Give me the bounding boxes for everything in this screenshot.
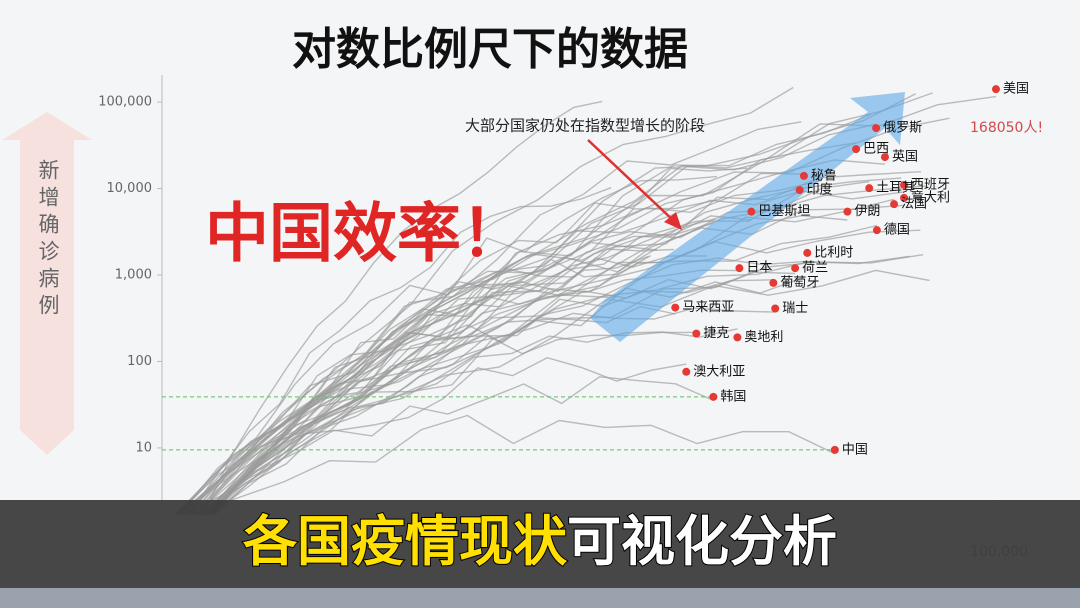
trajectory: [196, 86, 794, 516]
trajectory: [181, 376, 714, 516]
y-label-arrow: [2, 112, 92, 455]
point: [709, 392, 718, 401]
point: [830, 445, 839, 454]
point-label: 英国: [892, 150, 918, 165]
trajectory: [179, 175, 718, 516]
marks: 10 100 1,000 10,000 100,000 美国俄罗斯巴西英国西班牙土耳其意大…: [98, 82, 1029, 458]
point: [733, 333, 742, 342]
point: [682, 367, 691, 376]
point: [872, 226, 881, 235]
point: [799, 171, 808, 180]
point-label: 西班牙: [911, 177, 950, 192]
trajectory: [210, 123, 877, 516]
point: [900, 193, 909, 202]
point-label: 捷克: [703, 326, 729, 341]
chart-title: 对数比例尺下的数据: [292, 24, 688, 75]
point-label: 意大利: [911, 189, 950, 205]
point-label: 法国: [901, 197, 927, 212]
point-label: 巴基斯坦: [758, 204, 810, 219]
point-label: 奥地利: [744, 330, 783, 345]
point: [991, 85, 1000, 94]
annotation-arrow: [587, 139, 676, 223]
y-tick-label: 1,000: [115, 268, 152, 283]
point: [795, 186, 804, 195]
y-tick-label: 100,000: [98, 95, 152, 110]
trajectory: [177, 276, 806, 516]
point: [769, 278, 778, 287]
point-label: 秘鲁: [811, 168, 837, 183]
trajectory: [191, 414, 836, 516]
point: [872, 124, 881, 133]
trajectory: [195, 241, 657, 516]
point: [803, 248, 812, 257]
point: [692, 329, 701, 338]
point-label: 土耳其: [876, 181, 915, 196]
point-label: 中国: [842, 442, 868, 457]
y-tick-label: 10: [135, 440, 152, 455]
trajectory: [191, 121, 802, 516]
us-note: 168050人!: [970, 120, 1043, 136]
point-label: 荷兰: [802, 261, 828, 276]
point: [671, 303, 680, 312]
callout: 中国效率！: [205, 198, 525, 272]
banner-highlight: 各国疫情现状: [243, 510, 568, 573]
y-tick-label: 10,000: [107, 181, 153, 196]
point: [771, 304, 780, 313]
point: [747, 207, 756, 216]
point: [791, 264, 800, 273]
point-label: 巴西: [863, 142, 889, 157]
point-label: 德国: [884, 223, 910, 238]
trajectory: [199, 255, 910, 516]
y-tick-label: 100: [127, 354, 152, 369]
point: [735, 264, 744, 273]
point-label: 伊朗: [854, 204, 880, 219]
banner-text: 可视化分析: [567, 510, 837, 573]
point: [843, 207, 852, 216]
point-label: 美国: [1003, 82, 1029, 97]
banner-bg: [0, 500, 1080, 588]
trajectory: [201, 229, 921, 516]
point: [890, 200, 899, 209]
point-label: 印度: [807, 182, 833, 198]
point-label: 瑞士: [782, 301, 808, 316]
point-label: 日本: [746, 261, 772, 276]
point-label: 马来西亚: [682, 300, 734, 315]
point: [852, 145, 861, 154]
trajectory: [208, 92, 933, 516]
bottom-strip: [0, 588, 1080, 608]
point-label: 澳大利亚: [693, 363, 745, 379]
point: [865, 184, 874, 193]
point-label: 葡萄牙: [780, 275, 819, 290]
trajectory: [185, 255, 708, 516]
trajectory: [208, 179, 822, 516]
y-axis-label: 新增确诊病例: [36, 159, 60, 321]
point: [880, 153, 889, 162]
point: [900, 180, 909, 189]
trajectory: [199, 356, 687, 516]
trajectory: [202, 100, 603, 516]
point-label: 俄罗斯: [883, 121, 922, 136]
annotation: 大部分国家仍处在指数型增长的阶段: [465, 117, 705, 134]
point-label: 韩国: [720, 389, 746, 404]
trajectory: [209, 113, 872, 516]
trajectories: [174, 86, 997, 516]
trajectory: [196, 254, 924, 516]
point-label: 比利时: [814, 245, 853, 260]
trajectory: [176, 269, 930, 516]
annotation-arrowhead: [664, 212, 682, 230]
trajectory: [177, 159, 885, 516]
banner: 各国疫情现状可视化分析: [243, 510, 837, 573]
trajectory: [175, 190, 800, 516]
trajectory: [188, 187, 612, 516]
trend-arrow: [590, 92, 905, 342]
